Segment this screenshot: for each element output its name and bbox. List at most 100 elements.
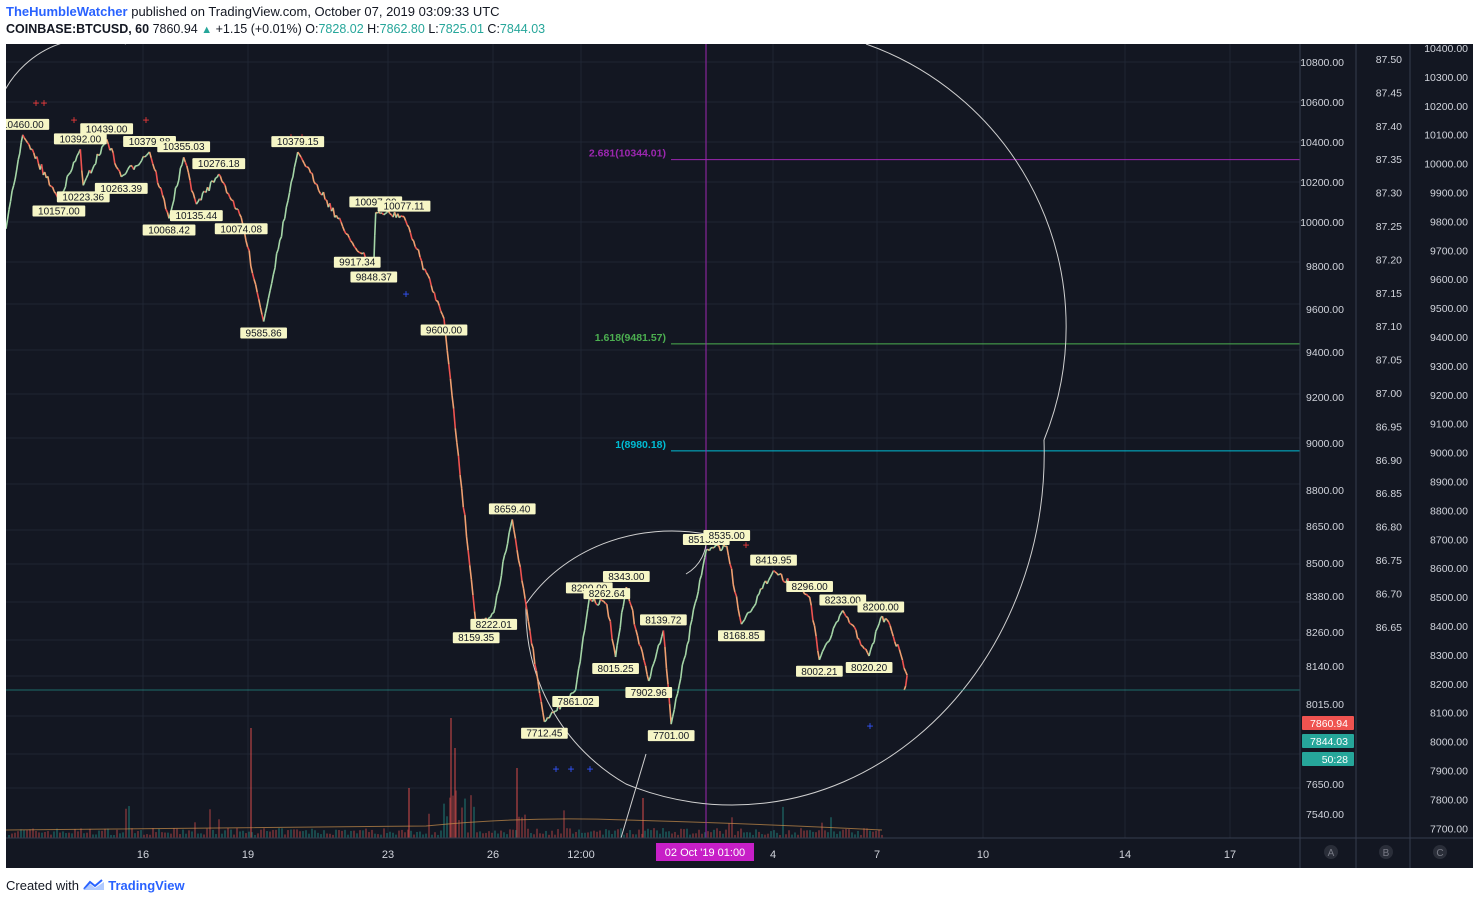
price-segment <box>607 616 612 622</box>
price-segment <box>774 571 778 574</box>
price-segment <box>308 168 312 174</box>
price-segment <box>420 260 425 270</box>
price-segment <box>538 692 542 703</box>
price-segment <box>280 221 284 237</box>
price-segment <box>580 636 585 650</box>
volume-bar <box>836 833 838 838</box>
volume-bar <box>335 829 337 838</box>
price-segment <box>766 579 770 585</box>
price-tag: 7860.94 <box>1310 718 1348 730</box>
pivot-label-bg <box>32 205 86 217</box>
price-segment <box>860 644 863 647</box>
price-segment <box>532 648 536 665</box>
price-segment <box>123 172 127 176</box>
pivot-label: 7701.00 <box>653 731 690 742</box>
low-label: L: <box>428 22 439 36</box>
price-segment <box>826 640 830 644</box>
pivot-label-bg <box>625 687 673 699</box>
price-segment <box>324 198 327 201</box>
volume-bar <box>389 831 391 838</box>
fib-label-2: 1(8980.18) <box>615 439 666 451</box>
price-segment <box>49 184 52 187</box>
volume-bar <box>431 834 433 838</box>
price-segment <box>381 212 385 216</box>
pivot-label-bg <box>271 136 325 148</box>
volume-bar <box>734 834 736 838</box>
price-segment <box>133 165 137 170</box>
price-segment <box>187 172 191 181</box>
price-segment <box>691 609 695 620</box>
volume-bar <box>677 834 679 838</box>
volume-bar <box>212 829 214 838</box>
price-segment <box>838 612 842 617</box>
price-segment <box>454 428 458 443</box>
pivot-label: 8159.35 <box>458 633 495 644</box>
volume-bar <box>755 829 757 838</box>
pivot-label: 8168.85 <box>723 631 760 642</box>
volume-bar <box>569 828 571 838</box>
volume-bar <box>860 834 862 838</box>
price-segment <box>683 654 687 660</box>
price-segment <box>750 607 754 612</box>
price-segment <box>348 237 352 242</box>
pivot-label-bg <box>350 271 398 283</box>
pivot-label: 8535.00 <box>709 531 746 542</box>
price-segment <box>227 193 231 198</box>
price-segment <box>903 667 907 672</box>
time-tick: 16 <box>137 849 149 861</box>
axis-b-tick: 87.20 <box>1376 254 1402 266</box>
axis-c-tick: 8500.00 <box>1430 592 1468 604</box>
open-label: O: <box>305 22 319 36</box>
volume-bar <box>119 833 121 838</box>
price-segment <box>144 154 147 158</box>
volume-bar <box>296 829 298 838</box>
volume-bar <box>626 833 628 838</box>
volume-bar <box>590 831 592 838</box>
publish-header: TheHumbleWatcher published on TradingVie… <box>6 4 500 19</box>
pivot-label: 9848.37 <box>356 272 393 283</box>
volume-bar <box>617 829 619 838</box>
price-segment <box>852 624 855 628</box>
axis-c-tick: 9500.00 <box>1430 303 1468 315</box>
price-segment <box>488 616 491 619</box>
volume-bar <box>620 828 622 838</box>
price-chart[interactable]: 2.681(10344.01)1.618(9481.57)1(8980.18) … <box>6 44 1473 868</box>
axis-c-tick: 8700.00 <box>1430 534 1468 546</box>
pivot-label: 10379.15 <box>277 137 319 148</box>
price-segment <box>403 216 407 221</box>
price-segment <box>449 378 453 396</box>
price-segment <box>150 157 154 165</box>
volume-bar <box>104 828 106 838</box>
price-segment <box>40 164 44 176</box>
price-segment <box>274 253 278 268</box>
price-segment <box>6 219 9 229</box>
axis-b-tick: 87.30 <box>1376 188 1402 200</box>
volume-bar <box>239 831 241 838</box>
price-segment <box>98 153 101 157</box>
pivot-label: 8002.21 <box>801 667 838 678</box>
price-segment <box>301 159 305 164</box>
price-segment <box>251 272 255 280</box>
price-segment <box>310 172 313 175</box>
fib-levels: 2.681(10344.01) 1.618(9481.57) 1(8980.18) <box>589 44 1300 838</box>
price-segment <box>727 554 731 565</box>
price-segment <box>900 654 904 661</box>
price-segment <box>279 236 283 241</box>
price-segment <box>428 278 432 286</box>
axis-c-tick: 10300.00 <box>1424 72 1468 84</box>
tradingview-link[interactable]: TradingView <box>108 878 185 893</box>
price-segment <box>404 220 408 226</box>
pivot-label-bg <box>647 730 695 742</box>
price-segment <box>740 621 744 625</box>
volume-bar <box>536 828 538 838</box>
volume-bar <box>365 828 367 838</box>
price-segment <box>406 224 410 228</box>
price-segment <box>311 173 315 182</box>
axis-b-tick: 87.40 <box>1376 121 1402 133</box>
volume-bar <box>254 834 256 838</box>
author-link[interactable]: TheHumbleWatcher <box>6 4 128 19</box>
price-segment <box>837 615 841 622</box>
volume-bar <box>293 829 295 838</box>
price-segment <box>139 160 143 164</box>
axis-c-tick: 9100.00 <box>1430 419 1468 431</box>
